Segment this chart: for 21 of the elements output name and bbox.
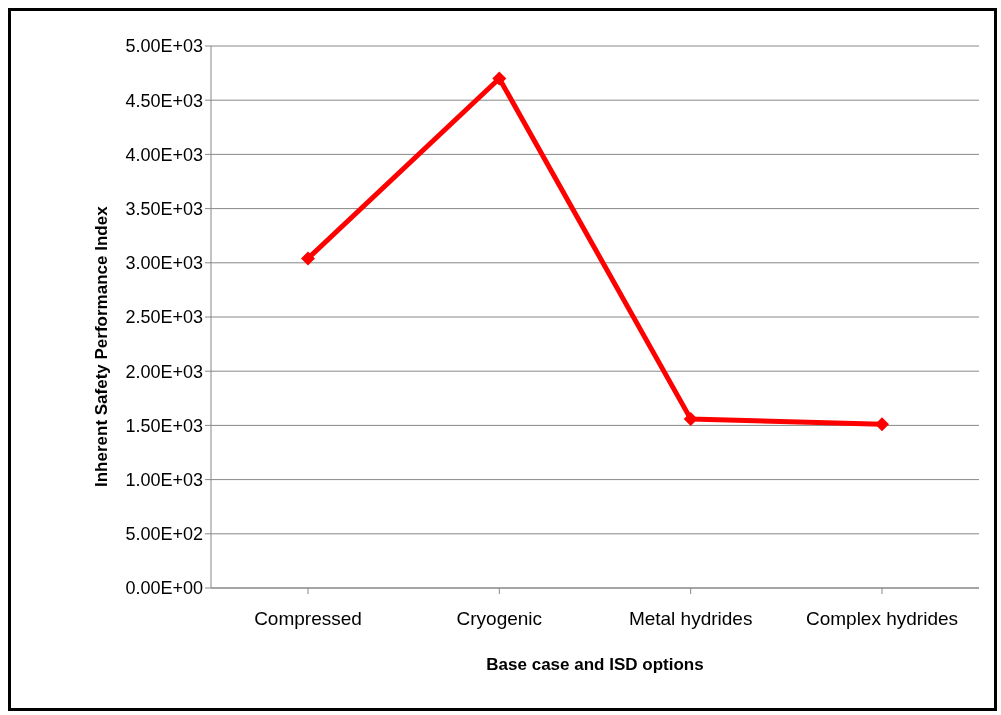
y-tick-label: 1.00E+03 xyxy=(125,469,203,490)
y-axis-title: Inherent Safety Performance Index xyxy=(92,205,112,487)
y-tick-label: 2.50E+03 xyxy=(125,307,203,328)
x-tick-label: Complex hydrides xyxy=(805,608,959,630)
point xyxy=(492,71,507,86)
point xyxy=(875,417,889,432)
point xyxy=(683,411,698,426)
x-tick-label: Cryogenic xyxy=(456,608,543,630)
y-tick-label: 1.50E+03 xyxy=(125,415,203,436)
y-tick-label: 3.00E+03 xyxy=(125,253,203,274)
y-tick-label: 5.00E+03 xyxy=(125,36,203,57)
y-tick-label: 4.50E+03 xyxy=(125,90,203,111)
y-tick-label: 0.00E+00 xyxy=(125,578,203,599)
y-tick-label: 5.00E+02 xyxy=(125,524,203,545)
y-tick-label: 3.50E+03 xyxy=(125,198,203,219)
x-axis-title: Base case and ISD options xyxy=(486,655,704,674)
x-tick-label: Metal hydrides xyxy=(628,608,753,630)
point xyxy=(301,251,315,266)
x-tick-label: Compressed xyxy=(254,608,362,630)
y-tick-label: 2.00E+03 xyxy=(125,361,203,382)
y-tick-label: 4.00E+03 xyxy=(125,144,203,165)
